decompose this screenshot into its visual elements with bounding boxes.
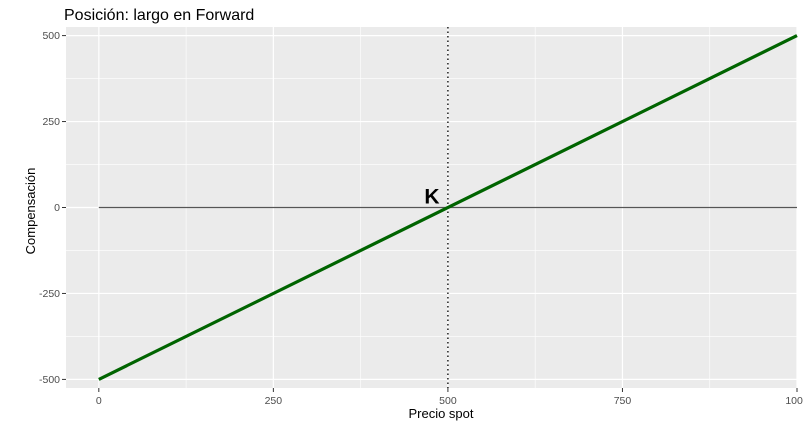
y-tick-label: -500 (39, 374, 60, 386)
x-axis-title: Precio spot (408, 406, 473, 421)
annotation-k: K (424, 186, 439, 209)
x-tick-label: 750 (614, 395, 632, 407)
series-group (98, 34, 798, 381)
y-tick-label: 500 (42, 30, 60, 42)
payoff-line (98, 34, 798, 381)
chart-title: Posición: largo en Forward (64, 7, 254, 24)
y-axis-title: Compensación (23, 168, 38, 255)
x-tick-label: 0 (96, 395, 102, 407)
y-tick-label: -250 (39, 288, 60, 300)
y-tick-label: 0 (54, 202, 60, 214)
y-tick-label: 250 (42, 116, 60, 128)
x-axis-ticks: 0 250 500 750 1000 (96, 388, 803, 407)
annotations: K (424, 186, 439, 209)
x-tick-label: 500 (439, 395, 457, 407)
x-tick-label: 1000 (785, 395, 803, 407)
y-axis-ticks: -500 -250 0 250 500 (39, 30, 66, 386)
x-tick-label: 250 (265, 395, 283, 407)
